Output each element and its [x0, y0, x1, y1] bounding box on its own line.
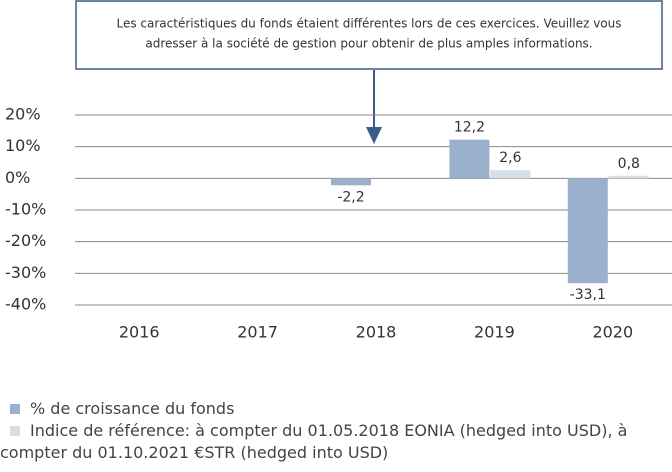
bar — [449, 139, 490, 179]
value-label: 2,6 — [499, 150, 521, 166]
value-label: -33,1 — [570, 287, 606, 303]
y-tick-label: -40% — [5, 295, 46, 314]
annotation-line: adresser à la société de gestion pour ob… — [145, 37, 592, 51]
annotation-arrowhead — [366, 127, 382, 144]
legend-marker — [10, 426, 20, 436]
x-tick-label: 2017 — [237, 323, 278, 342]
y-tick-label: -30% — [5, 263, 46, 282]
legend-item: % de croissance du fonds — [0, 398, 665, 420]
legend-item: Indice de référence: à compter du 01.05.… — [0, 420, 665, 464]
legend-label: % de croissance du fonds — [30, 399, 235, 418]
x-tick-label: 2019 — [474, 323, 515, 342]
annotation-line: Les caractéristiques du fonds étaient di… — [116, 17, 621, 31]
chart: Les caractéristiques du fonds étaient di… — [5, 0, 672, 342]
bar — [490, 170, 531, 179]
y-tick-label: 0% — [5, 168, 30, 187]
y-tick-label: 20% — [5, 105, 41, 124]
bar — [608, 175, 649, 179]
y-tick-label: 10% — [5, 136, 41, 155]
legend-label: Indice de référence: à compter du 01.05.… — [0, 421, 628, 462]
value-label: 12,2 — [454, 120, 485, 136]
y-tick-label: -10% — [5, 200, 46, 219]
value-label: -2,2 — [337, 189, 364, 205]
legend-marker — [10, 404, 20, 414]
x-tick-label: 2020 — [592, 323, 633, 342]
x-tick-label: 2016 — [119, 323, 160, 342]
y-tick-label: -20% — [5, 231, 46, 250]
annotation-box — [75, 0, 663, 70]
bar — [331, 178, 371, 186]
bar — [567, 178, 608, 284]
x-tick-label: 2018 — [356, 323, 397, 342]
value-label: 0,8 — [618, 156, 640, 172]
legend: % de croissance du fonds Indice de référe… — [0, 398, 665, 464]
